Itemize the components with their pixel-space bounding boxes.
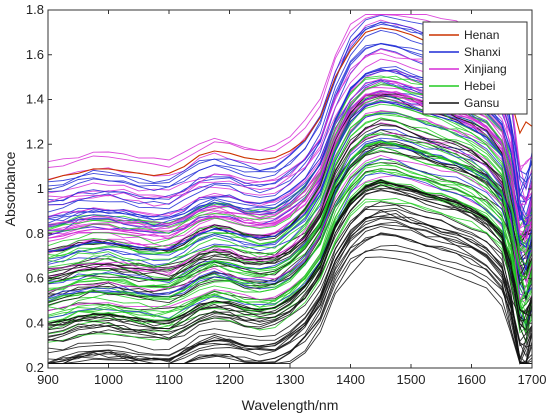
series-line-xinjiang bbox=[47, 90, 533, 240]
spectrum-line-gansu bbox=[48, 234, 533, 365]
legend-label-gansu: Gansu bbox=[464, 96, 499, 110]
legend-box bbox=[422, 21, 528, 115]
series-line-hebei bbox=[47, 141, 533, 284]
spectrum-line-gansu bbox=[47, 184, 533, 331]
spectrum-line-gansu bbox=[47, 217, 533, 364]
legend: Henan Shanxi Xinjiang Hebei Gansu bbox=[422, 21, 528, 115]
spectrum-line-gansu bbox=[48, 233, 533, 365]
x-tick-label: 1300 bbox=[276, 372, 305, 387]
y-tick-label: 0.4 bbox=[26, 315, 44, 330]
spectrum-line-gansu bbox=[47, 215, 533, 351]
spectrum-line-shanxi bbox=[47, 99, 533, 261]
y-tick-label: 1 bbox=[37, 181, 44, 196]
x-axis-label: Wavelength/nm bbox=[242, 397, 339, 413]
y-tick-label: 1.6 bbox=[26, 47, 44, 62]
spectrum-line-hebei bbox=[47, 168, 533, 305]
spectrum-line-gansu bbox=[47, 123, 533, 282]
x-tick-label: 1400 bbox=[336, 372, 365, 387]
spectrum-line-hebei bbox=[47, 200, 533, 344]
spectrum-line-xinjiang bbox=[47, 110, 533, 277]
x-tick-label: 900 bbox=[37, 372, 59, 387]
spectrum-line-hebei bbox=[47, 141, 533, 303]
x-tick-label: 1000 bbox=[94, 372, 123, 387]
y-axis: 0.2 0.4 0.6 0.8 1 1.2 1.4 1.6 1.8 bbox=[26, 2, 532, 375]
series-line-shanxi bbox=[47, 101, 533, 253]
y-axis-label: Absorbance bbox=[2, 151, 18, 226]
spectrum-line-gansu bbox=[47, 143, 533, 272]
spectrum-line-xinjiang bbox=[47, 95, 533, 242]
spectrum-line-gansu bbox=[47, 180, 533, 343]
spectrum-line-xinjiang bbox=[47, 122, 533, 277]
x-tick-label: 1500 bbox=[397, 372, 426, 387]
spectrum-line-hebei bbox=[47, 170, 533, 334]
spectrum-line-xinjiang bbox=[47, 94, 533, 234]
spectrum-line-xinjiang bbox=[47, 154, 533, 302]
spectrum-line-gansu bbox=[47, 188, 533, 338]
spectrum-line-gansu bbox=[47, 187, 533, 342]
spectrum-line-shanxi bbox=[47, 172, 533, 328]
legend-label-hebei: Hebei bbox=[464, 79, 495, 93]
legend-label-henan: Henan bbox=[464, 28, 499, 42]
spectrum-line-hebei bbox=[47, 84, 533, 247]
spectrum-line-hebei bbox=[47, 164, 533, 323]
y-tick-label: 0.8 bbox=[26, 226, 44, 241]
spectrum-line-hebei bbox=[47, 111, 533, 266]
spectrum-line-gansu bbox=[47, 145, 533, 298]
y-tick-label: 1.2 bbox=[26, 136, 44, 151]
y-tick-label: 0.2 bbox=[26, 360, 44, 375]
spectrum-line-gansu bbox=[47, 209, 533, 356]
spectrum-line-gansu bbox=[47, 125, 533, 269]
spectrum-line-hebei bbox=[47, 117, 533, 269]
x-tick-label: 1100 bbox=[155, 372, 183, 387]
spectrum-line-gansu bbox=[48, 213, 533, 364]
spectrum-line-gansu bbox=[47, 151, 533, 286]
spectrum-line-shanxi bbox=[47, 139, 533, 299]
x-tick-label: 1600 bbox=[457, 372, 486, 387]
x-tick-label: 1700 bbox=[518, 372, 547, 387]
y-tick-label: 0.6 bbox=[26, 271, 44, 286]
spectrum-line-xinjiang bbox=[47, 92, 533, 254]
legend-label-xinjiang: Xinjiang bbox=[464, 62, 507, 76]
spectrum-line-hebei bbox=[47, 134, 533, 296]
spectrum-line-gansu bbox=[47, 119, 533, 280]
x-axis: 900 1000 1100 1200 1300 1400 1500 1600 1700 bbox=[37, 10, 546, 387]
legend-label-shanxi: Shanxi bbox=[464, 45, 501, 59]
y-tick-label: 1.4 bbox=[26, 92, 44, 107]
series-line-gansu bbox=[47, 181, 533, 324]
y-tick-label: 1.8 bbox=[26, 2, 44, 17]
x-tick-label: 1200 bbox=[215, 372, 244, 387]
spectrum-line-hebei bbox=[47, 169, 533, 325]
